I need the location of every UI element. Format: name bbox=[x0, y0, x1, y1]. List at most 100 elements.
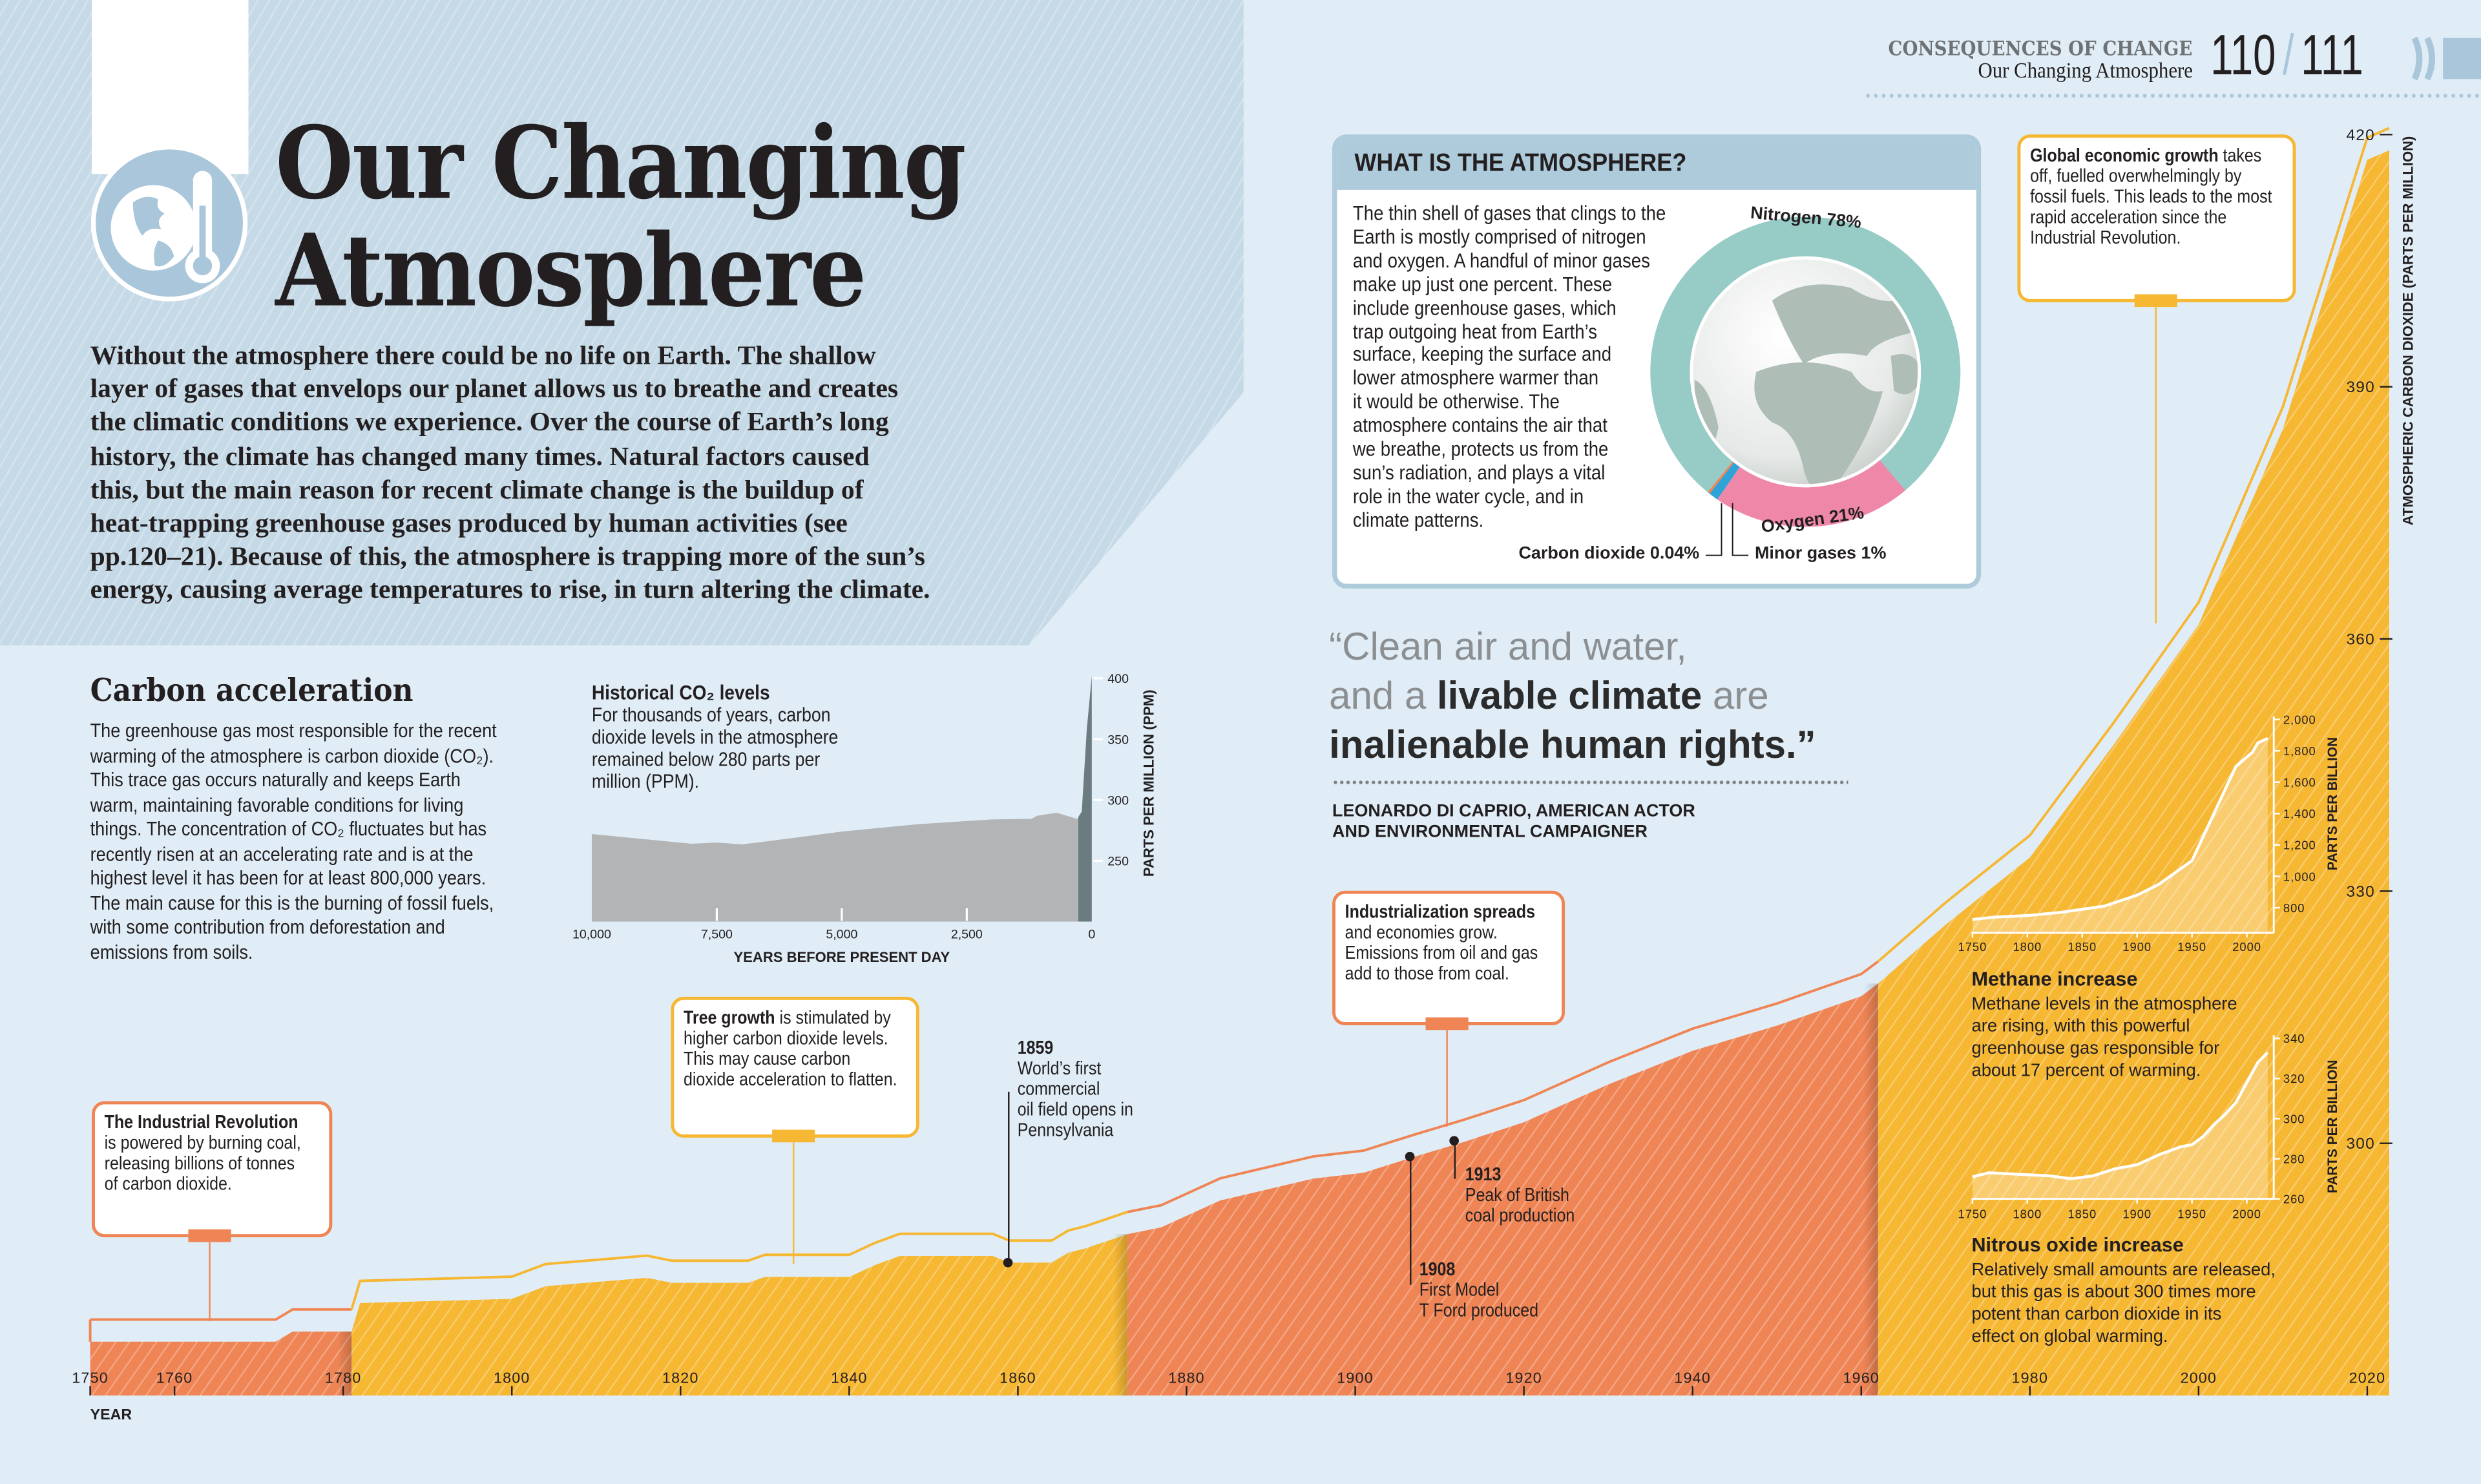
x-tick-label: 1980 bbox=[2012, 1369, 2049, 1386]
y-tick-label: 300 bbox=[1107, 794, 1129, 808]
callout-connector bbox=[2155, 307, 2157, 623]
event-marker-dot bbox=[1003, 1257, 1013, 1268]
callout-lines: off, fuelled overwhelmingly by fossil fue… bbox=[2030, 166, 2272, 249]
quote-dotted-rule bbox=[1332, 780, 1848, 785]
x-tick-label: 10,000 bbox=[572, 927, 611, 941]
x-tick-label: 1840 bbox=[831, 1369, 868, 1386]
text-line: history, the climate has changed many ti… bbox=[90, 441, 870, 471]
text-line: layer of gases that envelops our planet … bbox=[90, 373, 899, 404]
x-tick-label: 1900 bbox=[2122, 940, 2151, 954]
text-line: The greenhouse gas most responsible for … bbox=[90, 720, 497, 742]
text-line: effect on global warming. bbox=[1971, 1327, 2168, 1347]
x-tick-label: 1860 bbox=[1000, 1369, 1036, 1386]
event-text: World’s first commercial oil field opens i… bbox=[1017, 1058, 1133, 1142]
inset-y-axis-label: PARTS PER BILLION bbox=[2325, 1060, 2340, 1193]
text-line: Pennsylvania bbox=[1017, 1119, 1114, 1140]
x-axis-label: YEARS BEFORE PRESENT DAY bbox=[734, 949, 950, 965]
methane-body: Methane levels in the atmosphere are risi… bbox=[1971, 994, 2237, 1082]
text-line: warming of the atmosphere is carbon diox… bbox=[90, 744, 494, 767]
callout-bold: The Industrial Revolution bbox=[104, 1112, 298, 1133]
x-tick-label: 1950 bbox=[2177, 940, 2206, 954]
text-line: potent than carbon dioxide in its bbox=[1971, 1305, 2222, 1324]
callout-bold: Industrialization spreads bbox=[1345, 901, 1535, 923]
text-line: are rising, with this powerful bbox=[1971, 1017, 2190, 1037]
y-axis-label: PARTS PER MILLION (PPM) bbox=[1140, 689, 1157, 877]
x-tick-label: 2000 bbox=[2232, 1207, 2261, 1221]
x-tick-label: 1960 bbox=[1843, 1369, 1879, 1386]
text-line: This may cause carbon bbox=[683, 1049, 851, 1070]
x-tick-label: 1750 bbox=[72, 1369, 109, 1386]
text-line: Peak of British bbox=[1465, 1185, 1569, 1206]
x-tick-label: 1760 bbox=[156, 1369, 193, 1386]
y-tick-label: 280 bbox=[2283, 1152, 2305, 1165]
text-line: trap outgoing heat from Earth’s bbox=[1352, 319, 1598, 343]
nitrous-oxide-body: Relatively small amounts are released, bu… bbox=[1971, 1259, 2276, 1348]
inset-area bbox=[1972, 1052, 2268, 1199]
quote-line-2: and a livable climate are bbox=[1329, 673, 1816, 722]
text-line: about 17 percent of warming. bbox=[1971, 1061, 2201, 1081]
co2-area-hatch bbox=[1878, 150, 2389, 1396]
x-tick-label: 0 bbox=[1088, 927, 1095, 941]
event-year: 1913 bbox=[1465, 1164, 1502, 1186]
atmosphere-box-header: WHAT IS THE ATMOSPHERE? bbox=[1337, 139, 1976, 190]
x-tick-label: 2,500 bbox=[951, 927, 983, 941]
callout-text: Industrialization spreads and economies g… bbox=[1345, 901, 1538, 985]
y-tick-label: 1,200 bbox=[2283, 839, 2316, 852]
segment-edge-shade bbox=[1113, 1234, 1128, 1396]
callout-connector bbox=[209, 1242, 211, 1321]
y-tick-label: 2,000 bbox=[2283, 713, 2316, 726]
callout-connector bbox=[792, 1142, 795, 1264]
inset-line bbox=[1972, 737, 2268, 921]
callout-industrial-revolution: The Industrial Revolution is powered by b… bbox=[92, 1101, 333, 1238]
section-title: CONSEQUENCES OF CHANGE bbox=[1889, 36, 2193, 61]
text-line: and oxygen. A handful of minor gases bbox=[1352, 248, 1650, 272]
text-line: we breathe, protects us from the bbox=[1352, 437, 1609, 461]
text-line: oil field opens in bbox=[1017, 1099, 1133, 1120]
carbon-acceleration-heading: Carbon acceleration bbox=[90, 671, 414, 709]
co2-outline-segment bbox=[1127, 960, 1879, 1213]
segment-edge-shade bbox=[1863, 983, 1878, 1396]
co2-area-hatch bbox=[351, 1234, 1128, 1396]
y-tick-label: 300 bbox=[2283, 1112, 2305, 1125]
quote-line-3: inalienable human rights.” bbox=[1329, 722, 1816, 771]
x-tick-label: 1800 bbox=[494, 1369, 530, 1386]
quote-text: and a bbox=[1329, 675, 1437, 718]
y-tick-label: 1,000 bbox=[2283, 870, 2316, 883]
event-year: 1859 bbox=[1017, 1038, 1054, 1059]
callout-tab bbox=[772, 1129, 815, 1143]
text-line: the climatic conditions we experience. O… bbox=[90, 407, 889, 437]
y-tick-label: 260 bbox=[2283, 1192, 2305, 1206]
text-line: emissions from soils. bbox=[90, 940, 253, 963]
page-right: 111 bbox=[2301, 22, 2363, 87]
quote-emphasis: inalienable human rights.” bbox=[1329, 724, 1816, 768]
event-marker-line bbox=[1408, 1156, 1412, 1285]
text-line: This trace gas occurs naturally and keep… bbox=[90, 769, 461, 791]
historical-area-preindustrial bbox=[591, 812, 1078, 922]
text-line: atmosphere contains the air that bbox=[1352, 413, 1607, 437]
callout-text: Tree growth is stimulated by higher carbo… bbox=[683, 1008, 897, 1091]
x-tick-label: 1750 bbox=[1958, 1207, 1987, 1221]
y-tick-label: 350 bbox=[1107, 733, 1129, 747]
page-title-line-1: Our Changing bbox=[275, 104, 966, 222]
x-tick-label: 1780 bbox=[325, 1369, 362, 1386]
x-tick-label: 1950 bbox=[2177, 1207, 2206, 1221]
callout-industrialization: Industrialization spreads and economies g… bbox=[1332, 890, 1565, 1025]
text-line: role in the water cycle, and in bbox=[1352, 484, 1584, 508]
y-tick-label: 1,400 bbox=[2283, 807, 2316, 820]
co2-outline-segment bbox=[350, 1211, 1128, 1310]
callout-global-economic-growth: Global economic growth takes off, fuelled… bbox=[2017, 134, 2296, 302]
text-line: pp.120–21). Because of this, the atmosph… bbox=[90, 541, 925, 572]
y-tick-label: 250 bbox=[1107, 855, 1129, 869]
text-line: recently risen at an accelerating rate a… bbox=[90, 842, 474, 865]
text-line: The thin shell of gases that clings to t… bbox=[1352, 201, 1666, 225]
text-line: First Model bbox=[1419, 1280, 1500, 1301]
text-line: million (PPM). bbox=[591, 770, 700, 793]
text-line: sun’s radiation, and plays a vital bbox=[1352, 460, 1606, 485]
co2-area-hatch bbox=[90, 1332, 352, 1396]
intro-paragraph: Without the atmosphere there could be no… bbox=[90, 339, 930, 607]
text-line: dioxide levels in the atmosphere bbox=[591, 726, 839, 749]
text-line: lower atmosphere warmer than bbox=[1352, 366, 1599, 390]
page-tab-icon bbox=[2411, 36, 2481, 81]
x-tick-label: 1850 bbox=[2068, 940, 2097, 954]
